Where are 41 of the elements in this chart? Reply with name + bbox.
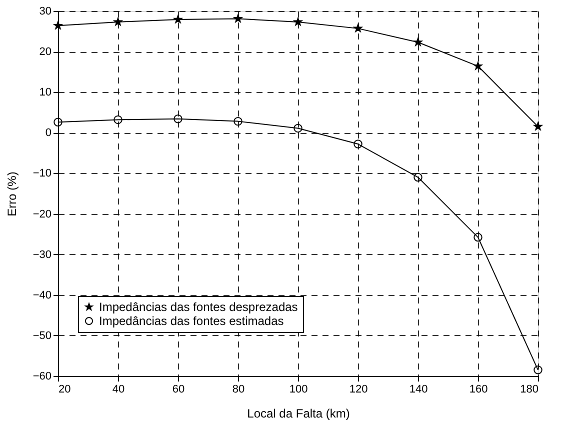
y-tick-label: −30: [32, 248, 52, 261]
x-tick-label: 40: [112, 384, 125, 396]
x-tick-label: 160: [469, 384, 488, 396]
y-tick-label: −20: [32, 208, 52, 220]
y-tick-label: 0: [45, 127, 52, 140]
point: [114, 115, 122, 124]
y-tick-label: 10: [39, 86, 52, 99]
y-tick-label: 20: [39, 46, 52, 58]
point: [414, 38, 422, 46]
point: [354, 140, 362, 148]
point: [174, 15, 182, 24]
y-tick-label: 30: [39, 6, 52, 18]
point: [54, 21, 62, 30]
point: [54, 118, 62, 126]
legend-label: Impedâncias das fontes desprezadas: [99, 300, 298, 314]
point: [234, 14, 242, 22]
point: [354, 24, 362, 32]
x-tick-label: 120: [349, 384, 368, 396]
point: [414, 172, 422, 182]
point: [294, 18, 302, 26]
y-tick-label: −50: [32, 330, 52, 342]
x-tick-label: 60: [172, 384, 185, 396]
y-axis-title: Erro (%): [4, 172, 19, 216]
x-axis-title: Local da Falta (km): [247, 406, 350, 420]
y-tick-label: −10: [32, 168, 52, 180]
point: [474, 62, 482, 70]
y-tick-label: −40: [32, 289, 52, 302]
point: [474, 232, 482, 242]
x-tick-label: 180: [520, 384, 538, 396]
x-tick-label: 100: [289, 384, 308, 396]
point: [234, 116, 242, 126]
point: [294, 124, 302, 133]
point: [174, 114, 182, 124]
legend-label: Impedâncias das fontes estimadas: [99, 314, 284, 328]
y-tick-label: −60: [32, 370, 52, 382]
point: [534, 122, 542, 130]
x-tick-label: 140: [409, 384, 428, 396]
point: [114, 18, 122, 26]
x-tick-label: 20: [58, 384, 71, 396]
x-tick-label: 80: [232, 384, 245, 396]
point: [534, 366, 542, 374]
